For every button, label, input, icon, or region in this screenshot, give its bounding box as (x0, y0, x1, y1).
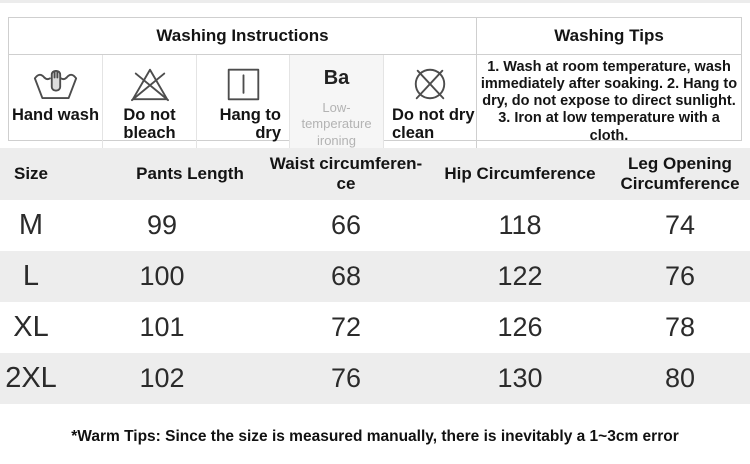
waist-value: 72 (330, 312, 362, 342)
pants-length-value: 102 (139, 363, 185, 393)
warm-tips-note: *Warm Tips: Since the size is measured m… (71, 428, 679, 445)
hip-value: 126 (497, 312, 543, 342)
hand-wash-icon (33, 61, 78, 103)
do-not-bleach-icon (129, 61, 171, 103)
column-header-leg-opening-circumference: Leg Opening Circumference (620, 154, 740, 193)
size-row-m: M 99 66 118 74 (0, 200, 750, 251)
column-header-waist-circumference: Waist circumferen- ce (269, 154, 423, 193)
hip-value: 118 (498, 210, 542, 240)
size-row-2xl: 2XL 102 76 130 80 (0, 353, 750, 404)
leg-opening-value: 76 (664, 261, 696, 291)
pants-length-value: 100 (139, 261, 185, 291)
column-header-pants-length: Pants Length (136, 164, 244, 184)
leg-opening-value: 74 (664, 210, 696, 240)
low-temperature-ironing-label: Low-temperature ironing (301, 100, 372, 148)
hang-to-dry-cell: Hang to dry (196, 55, 289, 149)
pants-length-value: 99 (146, 210, 178, 240)
do-not-dry-clean-cell: Do not dry clean (383, 55, 476, 149)
washing-instructions-header: Washing Instructions (156, 26, 329, 45)
hang-to-dry-icon (225, 61, 262, 103)
hang-to-dry-label: Hang to dry (219, 106, 281, 143)
size-row-l: L 100 68 122 76 (0, 251, 750, 302)
do-not-bleach-cell: Do not bleach (102, 55, 196, 149)
size-label: 2XL (5, 362, 57, 394)
hand-wash-cell: Hand wash (9, 55, 102, 149)
washing-body-row: Hand wash Do not bleach (9, 54, 741, 149)
column-header-hip-circumference: Hip Circumference (444, 164, 596, 184)
column-header-size: Size (13, 164, 49, 184)
leg-opening-value: 80 (664, 363, 696, 393)
hip-value: 130 (497, 363, 543, 393)
washing-tips-cell: 1. Wash at room temperature, wash immedi… (476, 55, 741, 149)
do-not-dry-clean-label: Do not dry clean (392, 106, 475, 143)
pants-length-value: 101 (139, 312, 185, 342)
washing-tips-text: 1. Wash at room temperature, wash immedi… (480, 59, 738, 144)
leg-opening-value: 78 (664, 312, 696, 342)
washing-instructions-table: Washing Instructions Washing Tips Han (8, 17, 742, 149)
size-chart-table: Size Pants Length Waist circumferen- ce … (0, 148, 750, 404)
hip-value: 122 (497, 261, 543, 291)
waist-value: 76 (330, 363, 362, 393)
hand-wash-label: Hand wash (11, 106, 100, 124)
size-label: XL (13, 311, 49, 343)
size-chart-header-row: Size Pants Length Waist circumferen- ce … (0, 148, 750, 200)
washing-header-row: Washing Instructions Washing Tips (9, 18, 741, 54)
low-temperature-ironing-icon: Ba (323, 67, 350, 89)
do-not-bleach-label: Do not bleach (123, 106, 176, 143)
size-label: M (18, 209, 44, 241)
top-divider (0, 0, 750, 3)
washing-tips-header: Washing Tips (476, 18, 741, 54)
size-label: L (22, 260, 40, 292)
low-temperature-ironing-cell: Ba Low-temperature ironing (289, 55, 383, 149)
do-not-dry-clean-icon (409, 61, 451, 103)
waist-value: 68 (330, 261, 362, 291)
waist-value: 66 (330, 210, 362, 240)
size-row-xl: XL 101 72 126 78 (0, 302, 750, 353)
